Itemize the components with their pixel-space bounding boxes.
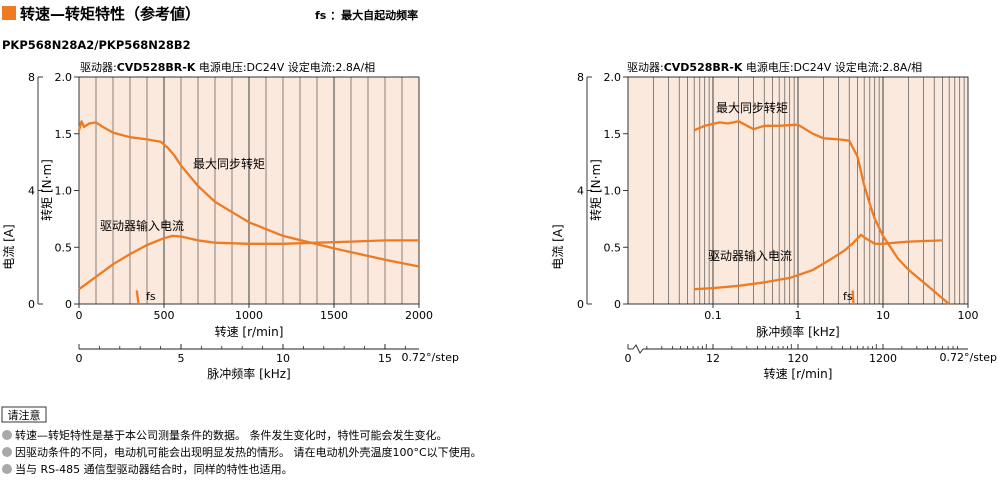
driver-label-left: 驱动器: xyxy=(80,61,117,74)
y-axis-current-right: 0 4 8 xyxy=(577,71,592,311)
fs-label-right: fs xyxy=(843,290,853,303)
y-tick-label: 1.0 xyxy=(55,185,73,198)
bullet-dot-icon xyxy=(2,447,12,457)
series-left xyxy=(77,120,420,305)
y-tick-label: 0.5 xyxy=(604,241,622,254)
driver-line-right: 驱动器:CVD528BR-K 电源电压:DC24V 设定电流:2.8A/相 xyxy=(627,60,922,74)
y2label-left: 电流 [A] xyxy=(2,224,16,269)
rpm-tick-label: 120 xyxy=(788,352,809,365)
torque-series-line xyxy=(77,120,420,268)
series-label-torque-left: 最大同步转矩 xyxy=(193,156,265,171)
driver-line-left: 驱动器:CVD528BR-K 电源电压:DC24V 设定电流:2.8A/相 xyxy=(80,60,375,74)
chart-left: 驱动器:CVD528BR-K 电源电压:DC24V 设定电流:2.8A/相 00… xyxy=(2,60,459,381)
x-tick-label: 1 xyxy=(795,309,802,322)
axis2-label-right: 转速 [r/min] xyxy=(764,366,833,381)
notes-title: 请注意 xyxy=(8,408,41,422)
x-tick-label: 100 xyxy=(958,309,979,322)
series-label-current-left: 驱动器输入电流 xyxy=(100,218,184,233)
y-tick-label: 2.0 xyxy=(604,71,622,84)
y2-tick-label: 8 xyxy=(28,71,35,84)
series-right xyxy=(693,120,950,305)
pulse-axis-left: 0 5 10 15 xyxy=(76,344,419,365)
current-series-line xyxy=(694,233,943,291)
rpm-zero-label: 0 xyxy=(625,352,632,365)
current-series-line xyxy=(78,234,419,291)
x-tick-label: 0 xyxy=(76,309,83,322)
step-suffix-right: 0.72°/step xyxy=(940,351,998,364)
fs-note: fs ：最大自起动频率 xyxy=(315,8,418,22)
grid-left xyxy=(95,77,403,304)
y2-tick-label: 0 xyxy=(28,298,35,311)
y2-tick-label: 4 xyxy=(577,185,584,198)
x-axis-right: 0.1 1 10 100 xyxy=(704,304,979,322)
rpm-axis-right: 0 12 120 1200 xyxy=(625,344,968,365)
driver-label-right: 驱动器: xyxy=(627,61,664,74)
xlabel-left: 转速 [r/min] xyxy=(215,324,284,339)
series-label-torque-right: 最大同步转矩 xyxy=(716,100,788,115)
y-tick-label: 0.5 xyxy=(55,241,73,254)
bullet-dot-icon xyxy=(2,430,12,440)
y2label-right: 电流 [A] xyxy=(551,224,565,269)
y-tick-label: 0 xyxy=(614,298,621,311)
x-axis-left: 0 500 1000 1500 2000 xyxy=(76,304,433,322)
x-tick-label: 1500 xyxy=(320,309,348,322)
pulse-tick-label: 5 xyxy=(177,352,184,365)
x-tick-label: 1000 xyxy=(235,309,263,322)
model-name: PKP568N28A2/PKP568N28B2 xyxy=(2,38,191,52)
pulse-tick-label: 15 xyxy=(378,352,392,365)
series-label-current-right: 驱动器输入电流 xyxy=(708,248,792,263)
y2-tick-label: 0 xyxy=(577,298,584,311)
y2-tick-label: 8 xyxy=(577,71,584,84)
notes-section: 请注意 转速—转矩特性是基于本公司测量条件的数据。 条件发生变化时，特性可能会发… xyxy=(1,406,482,476)
y-tick-label: 1.0 xyxy=(604,185,622,198)
note-item: 转速—转矩特性是基于本公司测量条件的数据。 条件发生变化时，特性可能会发生变化。 xyxy=(15,428,448,442)
torque-series-line xyxy=(693,120,950,305)
title-square-icon xyxy=(2,6,16,20)
driver-model-right: CVD528BR-K xyxy=(664,61,743,74)
fs-marker-line xyxy=(851,290,855,305)
note-item: 当与 RS-485 通信型驱动器结合时，同样的特性也适用。 xyxy=(15,462,293,476)
step-suffix-left: 0.72°/step xyxy=(402,351,460,364)
axis2-label-left: 脉冲频率 [kHz] xyxy=(207,366,290,381)
y-axis-torque-right: 0 0.5 1.0 1.5 2.0 xyxy=(604,71,628,311)
y2-tick-label: 4 xyxy=(28,185,35,198)
ylabel-right: 转矩 [N·m] xyxy=(588,159,603,221)
y-axis-torque-left: 0 0.5 1.0 1.5 2.0 xyxy=(55,71,79,311)
driver-spec-left: 电源电压:DC24V 设定电流:2.8A/相 xyxy=(195,60,375,74)
x-tick-label: 10 xyxy=(876,309,890,322)
bullet-dot-icon xyxy=(2,464,12,474)
notes-title-box xyxy=(1,406,47,423)
x-tick-label: 500 xyxy=(154,309,175,322)
x-tick-label: 0.1 xyxy=(704,309,722,322)
axis-break-icon xyxy=(632,344,644,354)
page-title: 转速—转矩特性（参考値） xyxy=(20,5,200,23)
y-tick-label: 0 xyxy=(65,298,72,311)
driver-spec-right: 电源电压:DC24V 设定电流:2.8A/相 xyxy=(742,60,922,74)
pulse-tick-label: 10 xyxy=(276,352,290,365)
driver-model-left: CVD528BR-K xyxy=(117,61,196,74)
y-tick-label: 1.5 xyxy=(55,128,73,141)
pulse-tick-label: 0 xyxy=(76,352,83,365)
y-tick-label: 1.5 xyxy=(604,128,622,141)
grid-right xyxy=(653,77,965,304)
rpm-tick-label: 1200 xyxy=(869,352,897,365)
fs-marker-line xyxy=(135,290,140,305)
y-axis-current-left: 0 4 8 xyxy=(28,71,43,311)
note-item: 因驱动条件的不同，电动机可能会出现明显发热的情形。 请在电动机外壳温度100°C… xyxy=(15,445,482,459)
y-tick-label: 2.0 xyxy=(55,71,73,84)
ylabel-left: 转矩 [N·m] xyxy=(39,159,54,221)
xlabel-right: 脉冲频率 [kHz] xyxy=(756,324,839,339)
x-tick-label: 2000 xyxy=(405,309,433,322)
rpm-tick-label: 12 xyxy=(706,352,720,365)
fs-label-left: fs xyxy=(146,290,156,303)
chart-right: 驱动器:CVD528BR-K 电源电压:DC24V 设定电流:2.8A/相 00… xyxy=(551,60,997,381)
